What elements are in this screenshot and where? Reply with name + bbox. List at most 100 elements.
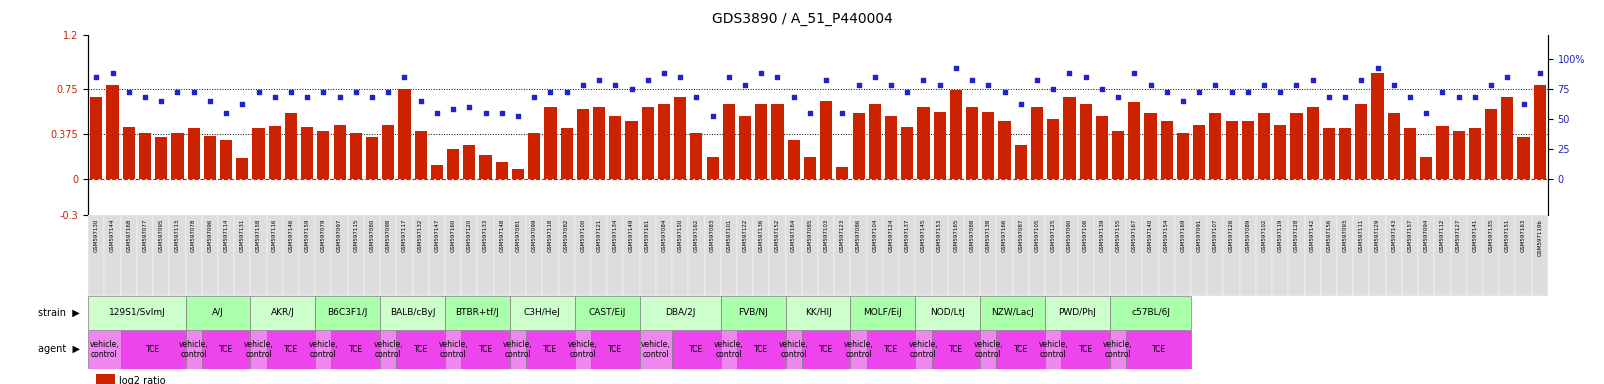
Text: vehicle,
control: vehicle, control: [1104, 340, 1132, 359]
Bar: [186, 296, 250, 330]
Point: [635, 77, 661, 83]
Bar: [720, 296, 786, 330]
Bar: [1338, 215, 1354, 296]
Bar: [444, 330, 462, 369]
Bar: [268, 126, 281, 179]
Text: GSM597137: GSM597137: [905, 219, 909, 252]
Bar: [1418, 215, 1434, 296]
Text: GSM597120: GSM597120: [467, 219, 472, 252]
Text: GSM597083: GSM597083: [711, 219, 715, 252]
Bar: [672, 215, 688, 296]
Bar: [866, 330, 916, 369]
Point: [943, 65, 969, 71]
Bar: [1436, 126, 1448, 179]
Bar: [1290, 113, 1302, 179]
Bar: [964, 215, 980, 296]
Point: [1413, 110, 1439, 116]
Text: GSM597158: GSM597158: [257, 219, 261, 252]
Point: [245, 89, 271, 95]
Text: GSM597091: GSM597091: [1197, 219, 1201, 252]
Bar: [332, 215, 348, 296]
Bar: [316, 296, 380, 330]
Point: [1169, 98, 1195, 104]
Text: GSM597155: GSM597155: [1115, 219, 1121, 252]
Point: [343, 89, 369, 95]
Text: GSM597077: GSM597077: [143, 219, 148, 252]
Point: [1445, 94, 1471, 100]
Bar: [593, 107, 605, 179]
Bar: [624, 215, 640, 296]
Point: [473, 110, 499, 116]
Point: [895, 89, 921, 95]
Bar: [398, 89, 411, 179]
Bar: [1404, 128, 1416, 179]
Point: [1267, 89, 1293, 95]
Point: [553, 89, 579, 95]
Bar: [1241, 121, 1254, 179]
Bar: [186, 330, 202, 369]
Text: GSM597107: GSM597107: [1213, 219, 1217, 252]
Text: GSM597152: GSM597152: [775, 219, 780, 252]
Text: GSM597142: GSM597142: [1310, 219, 1315, 252]
Text: GSM597140: GSM597140: [1148, 219, 1153, 252]
Point: [99, 70, 125, 76]
Bar: [1192, 215, 1208, 296]
Text: MOLF/EiJ: MOLF/EiJ: [863, 308, 903, 318]
Bar: [298, 215, 316, 296]
Bar: [266, 215, 282, 296]
Text: vehicle,
control: vehicle, control: [178, 340, 209, 359]
Point: [991, 89, 1017, 95]
Text: GSM597085: GSM597085: [807, 219, 813, 252]
Text: AKR/J: AKR/J: [271, 308, 295, 318]
Bar: [1062, 330, 1110, 369]
Text: GSM597138: GSM597138: [986, 219, 991, 252]
Bar: [396, 330, 444, 369]
Bar: [980, 330, 996, 369]
Point: [1219, 89, 1245, 95]
Bar: [772, 104, 784, 179]
Text: GSM597103: GSM597103: [823, 219, 829, 252]
Bar: [302, 127, 313, 179]
Bar: [462, 330, 510, 369]
Text: TCE: TCE: [348, 345, 363, 354]
Bar: [88, 330, 120, 369]
Text: TCE: TCE: [608, 345, 622, 354]
Text: GSM597088: GSM597088: [969, 219, 975, 252]
Point: [148, 98, 173, 104]
Bar: [250, 296, 316, 330]
Point: [1073, 74, 1099, 80]
Bar: [642, 107, 654, 179]
Point: [1429, 89, 1455, 95]
Text: agent  ▶: agent ▶: [38, 344, 80, 354]
Text: GSM597141: GSM597141: [1472, 219, 1477, 252]
Bar: [640, 330, 672, 369]
Bar: [526, 215, 542, 296]
Point: [1041, 86, 1067, 92]
Bar: [1453, 131, 1464, 179]
Text: vehicle,
control: vehicle, control: [844, 340, 874, 359]
Text: C3H/HeJ: C3H/HeJ: [525, 308, 561, 318]
Point: [1349, 77, 1375, 83]
Point: [1187, 89, 1213, 95]
Bar: [1110, 215, 1126, 296]
Bar: [610, 116, 621, 179]
Bar: [786, 330, 802, 369]
Text: GDS3890 / A_51_P440004: GDS3890 / A_51_P440004: [712, 12, 892, 25]
Point: [927, 82, 953, 88]
Bar: [380, 296, 444, 330]
Bar: [1063, 97, 1076, 179]
Point: [423, 110, 449, 116]
Bar: [286, 113, 297, 179]
Text: vehicle,
control: vehicle, control: [974, 340, 1002, 359]
Text: GSM597130: GSM597130: [93, 219, 99, 252]
Bar: [688, 215, 704, 296]
Bar: [916, 215, 932, 296]
Bar: [590, 330, 640, 369]
Point: [1299, 77, 1325, 83]
Text: GSM597082: GSM597082: [565, 219, 569, 252]
Bar: [916, 330, 932, 369]
Bar: [1355, 104, 1368, 179]
Text: GSM597104: GSM597104: [873, 219, 877, 252]
Bar: [186, 215, 202, 296]
Text: GSM597126: GSM597126: [1229, 219, 1233, 252]
